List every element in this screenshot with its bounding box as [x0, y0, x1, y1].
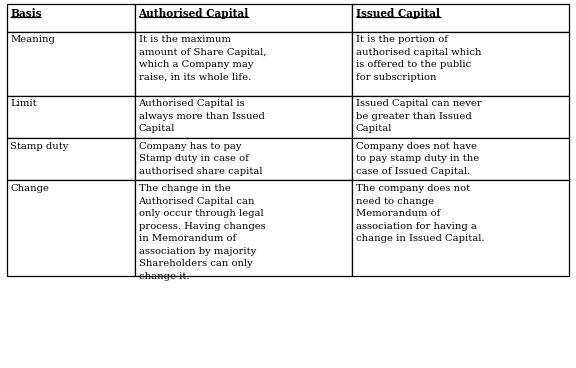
Text: Issued Capital: Issued Capital	[355, 8, 439, 19]
Bar	[352, 138, 569, 180]
Text: Authorised Capital: Authorised Capital	[139, 8, 249, 19]
Bar	[135, 96, 352, 138]
Bar	[7, 96, 135, 138]
Bar	[7, 32, 135, 96]
Text: The change in the
Authorised Capital can
only occur through legal
process. Havin: The change in the Authorised Capital can…	[139, 184, 266, 280]
Bar	[7, 4, 135, 32]
Text: Limit: Limit	[10, 99, 37, 108]
Text: It is the maximum
amount of Share Capital,
which a Company may
raise, in its who: It is the maximum amount of Share Capita…	[139, 35, 266, 82]
Text: Issued Capital can never
be greater than Issued
Capital: Issued Capital can never be greater than…	[355, 99, 482, 133]
Text: Company does not have
to pay stamp duty in the
case of Issued Capital.: Company does not have to pay stamp duty …	[355, 142, 479, 176]
Text: It is the portion of
authorised capital which
is offered to the public
for subsc: It is the portion of authorised capital …	[355, 35, 481, 82]
Text: Change: Change	[10, 184, 50, 193]
Bar	[7, 180, 135, 276]
Bar	[135, 180, 352, 276]
Bar	[135, 138, 352, 180]
Text: Company has to pay
Stamp duty in case of
authorised share capital: Company has to pay Stamp duty in case of…	[139, 142, 262, 176]
Bar	[7, 138, 135, 180]
Bar	[352, 32, 569, 96]
Bar	[352, 180, 569, 276]
Bar	[135, 4, 352, 32]
Text: The company does not
need to change
Memorandum of
association for having a
chang: The company does not need to change Memo…	[355, 184, 484, 243]
Text: Authorised Capital is
always more than Issued
Capital: Authorised Capital is always more than I…	[139, 99, 264, 133]
Text: Meaning: Meaning	[10, 35, 55, 45]
Text: Basis: Basis	[10, 8, 42, 19]
Bar	[352, 4, 569, 32]
Text: Stamp duty: Stamp duty	[10, 142, 69, 151]
Bar	[352, 96, 569, 138]
Bar	[135, 32, 352, 96]
